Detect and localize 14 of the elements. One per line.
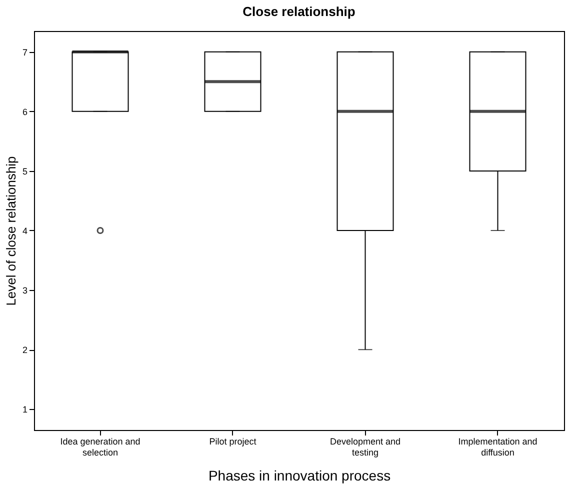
y-tick-label: 6: [22, 106, 28, 117]
x-tick-label: Idea generation and selection: [60, 436, 140, 458]
y-tick-label: 2: [22, 345, 28, 356]
x-tick-label: Pilot project: [209, 436, 257, 446]
x-tick-label: Implementation and diffusion: [458, 436, 538, 458]
y-tick-label: 7: [22, 47, 28, 58]
y-axis-title: Level of close relationship: [3, 156, 18, 306]
y-tick-label: 4: [22, 226, 28, 236]
x-axis-title: Phases in innovation process: [208, 468, 391, 484]
y-tick-label: 1: [22, 404, 28, 415]
y-tick-label: 3: [22, 286, 28, 296]
chart-title: Close relationship: [242, 4, 356, 19]
y-tick-label: 5: [22, 166, 28, 176]
x-tick-label: Development and testing: [330, 436, 401, 458]
